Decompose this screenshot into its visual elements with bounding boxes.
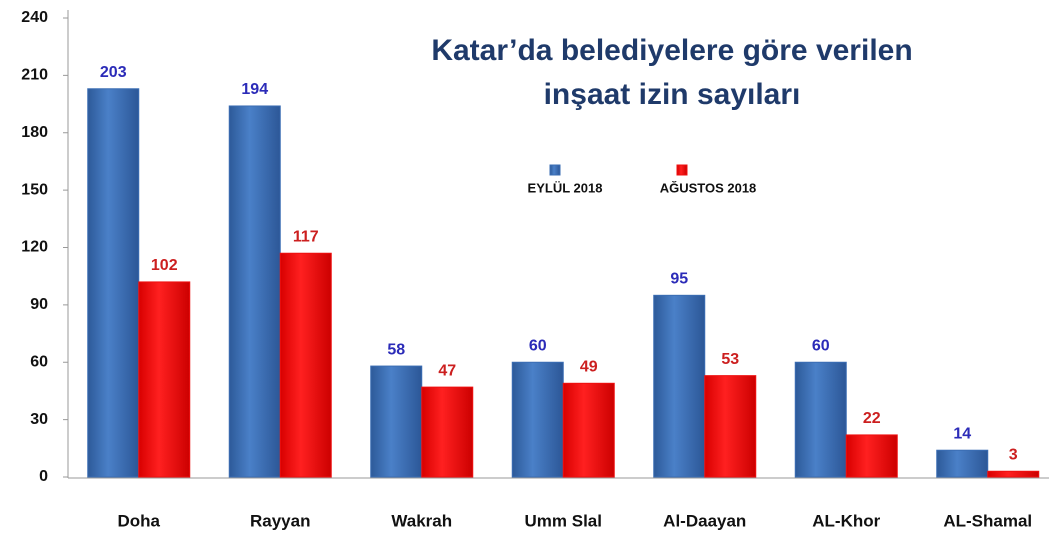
y-tick-label: 0 (39, 468, 48, 485)
value-label: 3 (1009, 446, 1018, 463)
value-label: 58 (387, 341, 405, 358)
legend-swatch (549, 164, 561, 176)
chart-title: Katar’da belediyelere göre verilen (431, 34, 912, 67)
x-tick-label: Al-Daayan (663, 511, 746, 530)
value-label: 49 (580, 359, 598, 376)
y-tick-label: 240 (21, 9, 48, 26)
value-label: 22 (863, 410, 881, 427)
value-label: 117 (293, 228, 319, 245)
value-label: 60 (812, 337, 830, 354)
x-tick-label: AL-Khor (812, 511, 880, 530)
bar (228, 105, 281, 478)
value-label: 194 (241, 81, 268, 98)
value-label: 53 (721, 351, 739, 368)
bar (845, 434, 898, 478)
y-tick-label: 210 (21, 67, 48, 84)
y-tick-label: 90 (30, 296, 48, 313)
bar (279, 252, 332, 478)
y-tick-label: 30 (30, 411, 48, 428)
y-tick-label: 180 (21, 124, 48, 141)
bar (936, 449, 989, 478)
legend-label: EYLÜL 2018 (528, 180, 603, 195)
bar (421, 386, 474, 478)
x-tick-label: Wakrah (391, 511, 452, 530)
y-tick-label: 60 (30, 353, 48, 370)
value-label: 95 (670, 271, 688, 288)
bar (511, 361, 564, 478)
value-label: 60 (529, 337, 547, 354)
bar (794, 361, 847, 478)
bar (987, 470, 1040, 478)
chart-title: inşaat izin sayıları (544, 78, 801, 111)
value-label: 203 (100, 64, 127, 81)
bar (653, 294, 706, 478)
legend-swatch (676, 164, 688, 176)
bar (370, 365, 423, 478)
value-label: 14 (953, 425, 971, 442)
value-label: 47 (438, 362, 456, 379)
bar (87, 88, 140, 478)
bar (562, 382, 615, 478)
bar (704, 375, 757, 478)
x-tick-label: AL-Shamal (943, 511, 1032, 530)
x-tick-label: Umm Slal (525, 511, 602, 530)
y-tick-label: 120 (21, 239, 48, 256)
x-tick-label: Doha (118, 511, 161, 530)
y-tick-label: 150 (21, 181, 48, 198)
legend-label: AĞUSTOS 2018 (660, 180, 757, 195)
x-tick-label: Rayyan (250, 511, 310, 530)
bar (138, 281, 191, 478)
value-label: 102 (151, 257, 178, 274)
